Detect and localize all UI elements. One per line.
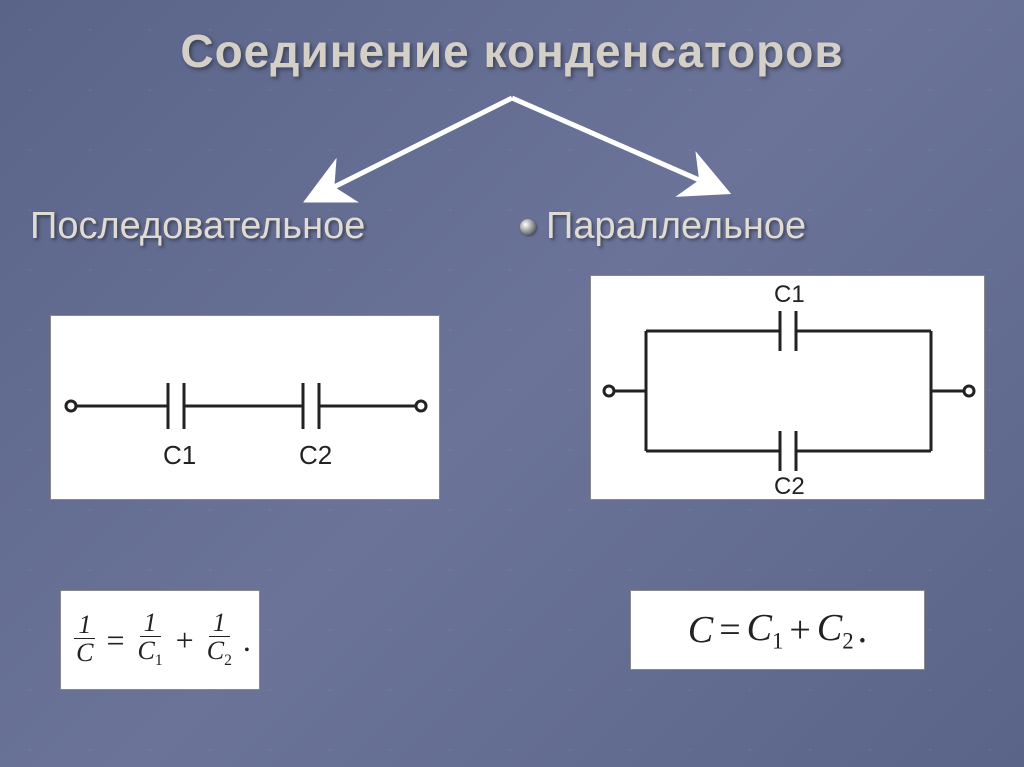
bullet-icon xyxy=(520,219,536,235)
parallel-c2-label: C2 xyxy=(774,473,805,500)
subtitle-series-text: Последовательное xyxy=(30,205,365,248)
sf-t1-den: C1 xyxy=(134,637,167,669)
plus-sign-2: + xyxy=(789,608,810,652)
sf-t2-num: 1 xyxy=(209,610,230,637)
plus-sign: + xyxy=(176,622,194,659)
series-c1-label: C1 xyxy=(163,440,196,470)
sf-lhs-den: C xyxy=(72,639,97,668)
sf-lhs-num: 1 xyxy=(74,612,95,639)
series-circuit-svg: C1 C2 xyxy=(51,316,441,501)
equals-sign-2: = xyxy=(719,608,740,652)
parallel-circuit-svg: C1 C2 xyxy=(591,276,986,501)
series-circuit-panel: C1 C2 xyxy=(50,315,440,500)
subtitle-series: Последовательное xyxy=(30,205,365,248)
period-2: . xyxy=(858,608,868,652)
series-formula: 1 C = 1 C1 + 1 C2 . xyxy=(61,591,259,689)
split-arrows xyxy=(252,90,772,210)
series-formula-panel: 1 C = 1 C1 + 1 C2 . xyxy=(60,590,260,690)
parallel-circuit-panel: C1 C2 xyxy=(590,275,985,500)
parallel-formula: C = C1 + C2 . xyxy=(631,591,924,669)
sf-t1-num: 1 xyxy=(140,610,161,637)
parallel-formula-panel: C = C1 + C2 . xyxy=(630,590,925,670)
pf-t1: C1 xyxy=(747,606,784,655)
parallel-c1-label: C1 xyxy=(774,281,805,308)
period: . xyxy=(243,622,251,659)
pf-t2: C2 xyxy=(817,606,854,655)
series-c2-label: C2 xyxy=(299,440,332,470)
page-title: Соединение конденсаторов xyxy=(0,0,1024,78)
subtitle-parallel-text: Параллельное xyxy=(546,205,806,248)
sf-t2-den: C2 xyxy=(203,637,236,669)
pf-lhs: C xyxy=(688,608,713,652)
equals-sign: = xyxy=(106,622,124,659)
subtitle-parallel: Параллельное xyxy=(520,205,806,248)
